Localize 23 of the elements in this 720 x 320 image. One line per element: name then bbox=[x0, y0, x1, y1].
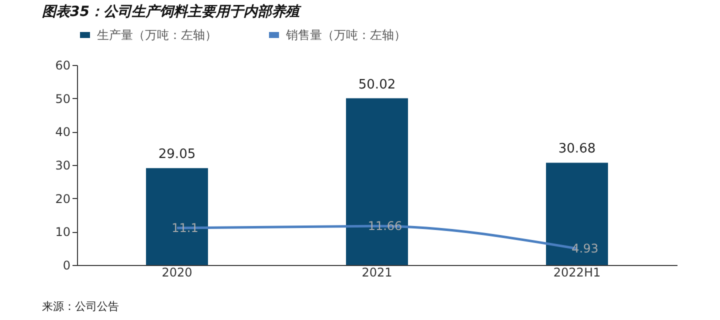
x-tick-label: 2022H1 bbox=[553, 266, 601, 280]
y-tick-label: 20 bbox=[55, 192, 70, 206]
y-tick-label: 0 bbox=[62, 258, 70, 272]
data-label: 11.1 bbox=[172, 221, 198, 235]
x-tick-label: 2021 bbox=[362, 266, 392, 280]
data-label: 50.02 bbox=[358, 77, 396, 92]
bar bbox=[346, 98, 408, 265]
legend-label: 生产量（万吨：左轴） bbox=[97, 28, 217, 42]
legend-label: 销售量（万吨：左轴） bbox=[285, 28, 406, 42]
x-tick-label: 2020 bbox=[162, 266, 192, 280]
data-label: 30.68 bbox=[558, 142, 596, 157]
bar bbox=[546, 162, 608, 265]
y-tick-label: 30 bbox=[55, 158, 70, 172]
y-tick-label: 60 bbox=[55, 58, 70, 72]
chart-title: 图表35：公司生产饲料主要用于内部养殖 bbox=[42, 3, 302, 20]
data-label: 29.05 bbox=[158, 147, 196, 162]
bar bbox=[146, 168, 208, 265]
y-tick-label: 10 bbox=[55, 225, 70, 240]
y-tick-label: 40 bbox=[55, 125, 70, 140]
data-label: 4.93 bbox=[572, 242, 598, 256]
data-label: 11.66 bbox=[368, 219, 402, 234]
source-note: 来源：公司公告 bbox=[42, 300, 119, 313]
y-tick-label: 50 bbox=[55, 92, 70, 106]
